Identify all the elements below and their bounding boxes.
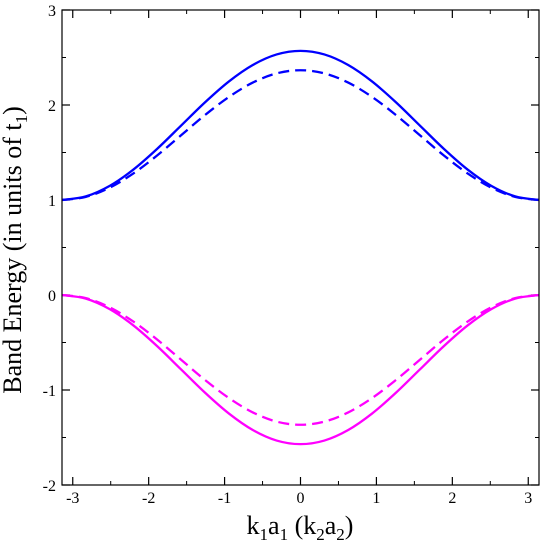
y-tick-label: 2 (48, 98, 56, 115)
axis-ticks (62, 9, 539, 486)
series-line-0-solid (61, 49, 540, 202)
plot-frame (61, 9, 540, 486)
y-axis-label: Band Energy (in units of t1) (0, 106, 31, 394)
y-tick-label: -2 (43, 478, 56, 495)
y-tick-label: 0 (48, 288, 56, 305)
x-tick-label: 3 (524, 490, 532, 507)
x-tick-label: -2 (142, 490, 155, 507)
x-tick-label: 0 (297, 490, 305, 507)
series-line-1-dashed (61, 69, 540, 202)
x-tick-label: 2 (448, 490, 456, 507)
y-tick-label: 1 (48, 193, 56, 210)
x-axis-label: k1a1 (k2a2) (247, 511, 354, 544)
series-line-3-dashed (61, 293, 540, 426)
x-tick-label: -1 (218, 490, 231, 507)
series-lines (61, 49, 540, 446)
tick-labels: -3 -2 -1 0 1 2 3 -2 -1 0 1 2 3 (43, 3, 533, 507)
x-tick-label: 1 (372, 490, 380, 507)
series-line-2-solid (61, 293, 540, 446)
y-tick-label: -1 (43, 383, 56, 400)
y-tick-label: 3 (48, 3, 56, 20)
x-tick-label: -3 (66, 490, 79, 507)
